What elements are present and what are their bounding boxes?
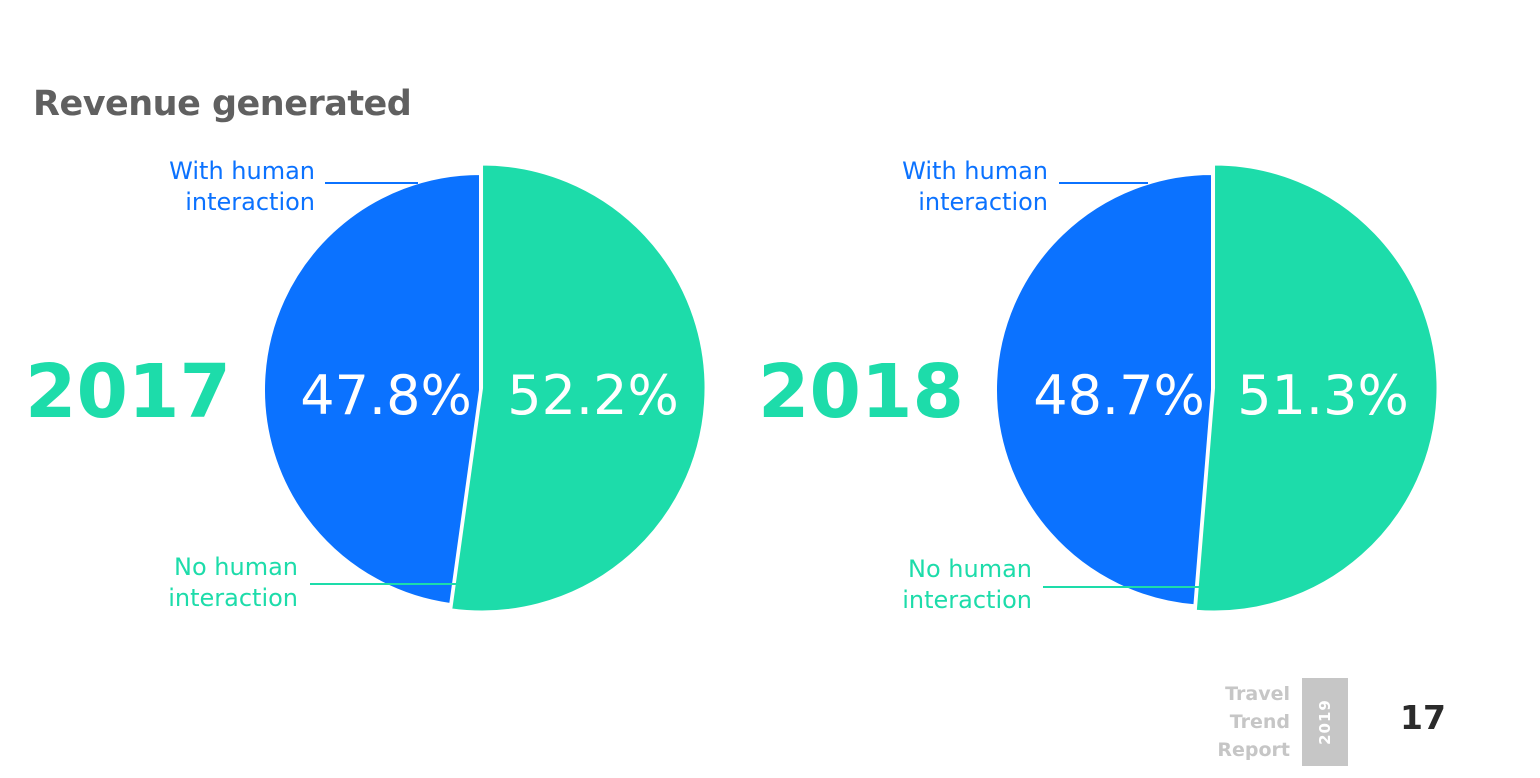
- pct-label-with-human-2018: 48.7%: [1033, 364, 1205, 427]
- footer-year-bar: [1302, 678, 1348, 766]
- callout-with-human-line1-2017: With human: [169, 157, 315, 185]
- footer-report-label: Travel Trend Report: [1217, 680, 1290, 764]
- pct-label-no-human-2017: 52.2%: [507, 364, 679, 427]
- footer-line-travel: Travel: [1225, 683, 1290, 705]
- pie-slice-with-human-2018: [995, 172, 1213, 607]
- year-label-2017: 2017: [25, 349, 231, 435]
- footer-line-report: Report: [1217, 739, 1290, 761]
- callout-with-human-line2-2017: interaction: [185, 188, 315, 216]
- pie-slice-no-human-2018: [1194, 163, 1439, 613]
- pie-slice-with-human-2017: [263, 172, 481, 606]
- pie-slice-no-human-2017: [450, 163, 707, 613]
- page-title: Revenue generated: [33, 84, 412, 124]
- callout-no-human-line2-2017: interaction: [168, 584, 298, 612]
- callout-with-human-line1-2018: With human: [902, 157, 1048, 185]
- callout-no-human-line1-2017: No human: [174, 553, 298, 581]
- page-number: 17: [1400, 698, 1446, 737]
- callout-no-human-line2-2018: interaction: [902, 586, 1032, 614]
- year-label-2018: 2018: [758, 349, 964, 435]
- callout-no-human-line1-2018: No human: [908, 555, 1032, 583]
- pct-label-no-human-2018: 51.3%: [1237, 364, 1409, 427]
- footer-line-trend: Trend: [1229, 711, 1290, 733]
- footer-year: 2019: [1316, 699, 1334, 745]
- pct-label-with-human-2017: 47.8%: [300, 364, 472, 427]
- callout-with-human-line2-2018: interaction: [918, 188, 1048, 216]
